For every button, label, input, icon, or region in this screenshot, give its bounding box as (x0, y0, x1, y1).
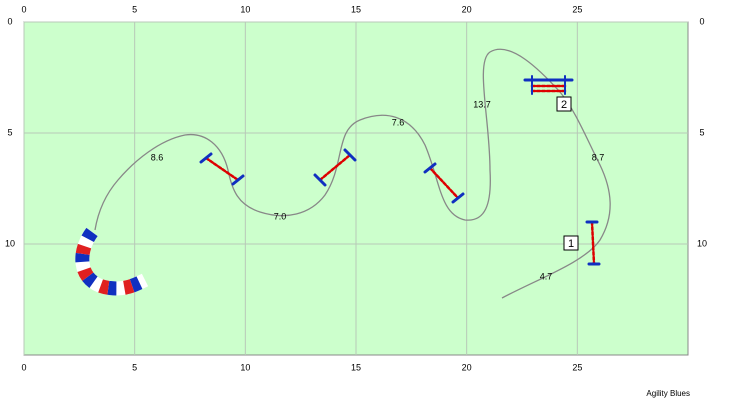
y-tick-label: 0 (699, 16, 704, 26)
number-box (563, 235, 579, 251)
jumps (199, 75, 601, 266)
x-tick-label: 10 (240, 4, 250, 14)
obstacle-number: 1 (568, 238, 574, 250)
number-box (556, 96, 572, 112)
segment-label: 7.0 (274, 211, 287, 221)
course-path (94, 48, 611, 299)
y-tick-label: 10 (5, 238, 15, 248)
segment-label: 8.7 (592, 152, 605, 162)
x-tick-label: 25 (572, 362, 582, 372)
footer: Agility Blues (646, 389, 690, 398)
x-tick-label: 5 (132, 4, 137, 14)
x-tick-label: 25 (572, 4, 582, 14)
y-tick-label: 5 (699, 127, 704, 137)
y-tick-label: 10 (697, 238, 707, 248)
x-tick-label: 15 (351, 362, 361, 372)
x-tick-label: 10 (240, 362, 250, 372)
x-tick-label: 20 (462, 362, 472, 372)
x-tick-label: 0 (21, 4, 26, 14)
segment-label: 8.6 (151, 152, 164, 162)
obstacle-number: 2 (561, 99, 567, 111)
segment-label: 13.7 (473, 99, 491, 109)
segment-label: 4.7 (540, 271, 553, 281)
x-tick-label: 5 (132, 362, 137, 372)
x-tick-label: 15 (351, 4, 361, 14)
segment-label: 7.6 (392, 117, 405, 127)
x-tick-label: 0 (21, 362, 26, 372)
y-tick-label: 0 (7, 16, 12, 26)
tunnel (75, 227, 149, 296)
y-tick-label: 5 (7, 127, 12, 137)
x-tick-label: 20 (462, 4, 472, 14)
